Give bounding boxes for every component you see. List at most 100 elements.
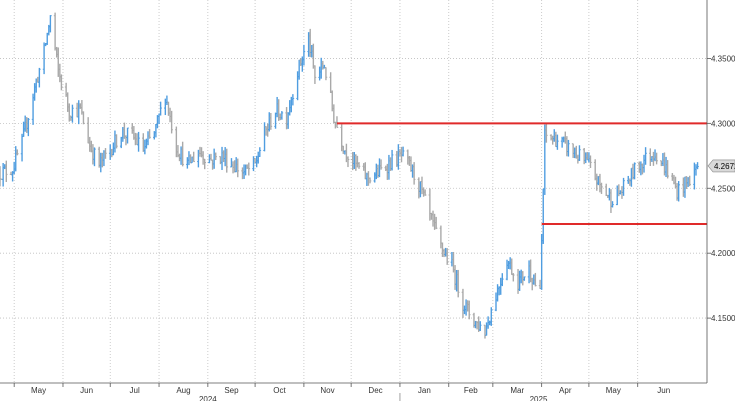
ohlc-bar xyxy=(247,162,251,176)
ohlc-bar xyxy=(456,269,460,298)
ohlc-bar xyxy=(214,152,218,161)
last-value-box xyxy=(707,159,735,173)
ohlc-bar xyxy=(567,139,570,157)
ohlc-bar xyxy=(523,276,526,281)
ohlc-bar xyxy=(38,67,41,88)
grid xyxy=(0,0,707,383)
ohlc-bar xyxy=(71,104,74,123)
ohlc-bar xyxy=(27,117,30,137)
y-tick-label: 4.3500 xyxy=(711,54,735,63)
ohlc-bar xyxy=(423,189,427,196)
y-tick-label: 4.2000 xyxy=(711,249,735,258)
ohlc-bar xyxy=(335,116,339,128)
ohlc-bar xyxy=(148,129,151,139)
ohlc-bar xyxy=(291,94,295,106)
ohlc-bar xyxy=(644,147,647,165)
ohlc-bar xyxy=(609,189,613,213)
ohlc-bar xyxy=(666,160,669,179)
ohlc-bar xyxy=(225,148,229,173)
ohlc-bar xyxy=(280,111,284,120)
x-month-label: Jul xyxy=(130,386,140,395)
x-month-label: May xyxy=(31,386,46,395)
x-month-label: May xyxy=(606,386,621,395)
x-month-label: Apr xyxy=(559,386,572,395)
ohlc-bar xyxy=(49,15,52,33)
ohlc-bar xyxy=(346,156,350,168)
ohlc-bar xyxy=(611,201,614,208)
ohlc-bar xyxy=(4,160,8,183)
ohlc-bar xyxy=(434,216,438,230)
x-month-label: Mar xyxy=(510,386,524,395)
ohlc-bar xyxy=(467,300,471,320)
ohlc-bar xyxy=(357,162,361,169)
ohlc-bar xyxy=(258,147,262,157)
ohlc-bar xyxy=(329,72,332,93)
ohlc-bar xyxy=(556,134,559,150)
ohlc-bar xyxy=(170,110,173,134)
ohlc-bar xyxy=(688,175,691,187)
y-tick-label: 4.3000 xyxy=(711,119,735,128)
ohlc-bar xyxy=(401,146,405,157)
ohlc-bar xyxy=(589,155,592,168)
ohlc-bar xyxy=(696,162,699,170)
x-year-label: 2025 xyxy=(530,395,548,401)
ohlc-bar xyxy=(82,111,85,125)
ohlc-bar xyxy=(236,158,240,178)
x-month-label: Jun xyxy=(657,386,670,395)
ohlc-bar xyxy=(20,133,24,162)
last-value-label: 4.2672 xyxy=(714,162,735,171)
x-month-label: Jun xyxy=(80,386,93,395)
ohlc-bar xyxy=(368,177,372,184)
ohlc-bar xyxy=(104,148,107,159)
ohlc-bar xyxy=(545,123,548,143)
ohlc-bar xyxy=(126,127,129,144)
ohlc-bar xyxy=(192,151,195,163)
ohlc-bar xyxy=(390,149,394,171)
ohlc-bar xyxy=(578,145,581,161)
ohlc-bar xyxy=(478,321,482,332)
x-month-label: Feb xyxy=(464,386,478,395)
ohlc-bar xyxy=(53,12,57,51)
ohlc-bar xyxy=(534,272,537,287)
x-month-label: Nov xyxy=(320,386,334,395)
ohlc-bar xyxy=(677,181,680,202)
price-bars xyxy=(0,12,699,339)
x-month-label: Sep xyxy=(224,386,239,395)
ohlc-bar xyxy=(412,162,416,185)
ohlc-bar xyxy=(137,131,140,152)
ohlc-bar xyxy=(115,134,118,149)
ohlc-bar xyxy=(16,149,19,156)
last-value: 4.2672 xyxy=(707,159,735,173)
ohlc-bar xyxy=(0,166,2,187)
ohlc-bar xyxy=(489,307,493,326)
x-year-label: 2024 xyxy=(199,395,217,401)
ohlc-bar xyxy=(203,158,206,170)
ohlc-bar xyxy=(622,177,625,196)
ohlc-bar xyxy=(600,182,603,194)
ohlc-bar xyxy=(379,159,383,170)
ohlc-bar xyxy=(501,273,504,287)
ohlc-bar xyxy=(302,44,306,66)
ohlc-bar xyxy=(324,67,328,81)
x-month-label: Aug xyxy=(176,386,190,395)
ohlc-bar xyxy=(181,141,184,167)
ohlc-bar xyxy=(269,112,273,130)
ohlc-bar xyxy=(159,101,162,116)
y-tick-label: 4.1500 xyxy=(711,314,735,323)
x-month-label: Jan xyxy=(418,386,431,395)
ohlc-bar xyxy=(655,152,658,165)
x-month-label: Dec xyxy=(368,386,382,395)
x-month-label: Oct xyxy=(273,386,286,395)
y-tick-label: 4.2500 xyxy=(711,184,735,193)
ohlc-bar xyxy=(604,183,608,197)
ohlc-bar xyxy=(512,273,515,282)
ohlc-bar xyxy=(445,248,449,265)
level-lines xyxy=(336,122,707,225)
ohlc-bar xyxy=(93,147,96,167)
ohlc-bar xyxy=(60,74,63,91)
ohlc-bar xyxy=(42,42,46,75)
ohlc-bar xyxy=(313,65,317,84)
